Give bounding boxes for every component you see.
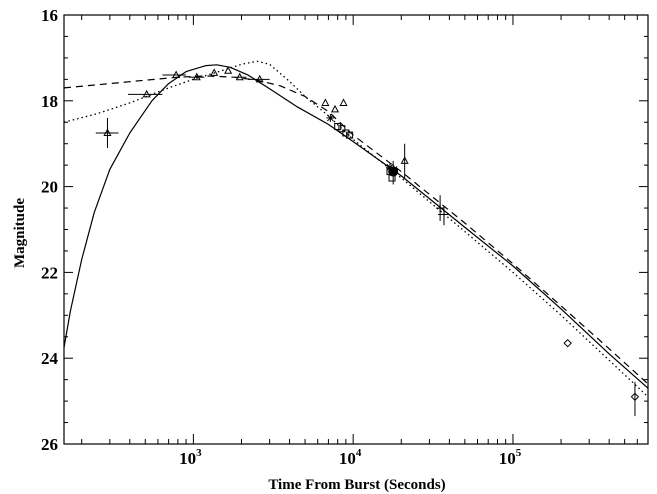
plus-marker <box>436 204 445 213</box>
square-marker <box>342 129 350 137</box>
triangle-marker <box>400 156 409 164</box>
plus-marker <box>439 210 448 219</box>
y-axis-title: Magnitude <box>12 198 28 268</box>
y-tick-label: 16 <box>41 6 58 25</box>
circle-marker <box>388 166 399 177</box>
asterisk-stroke <box>327 114 334 122</box>
x-tick-exponent: 4 <box>356 447 362 459</box>
y-tick-label: 20 <box>41 178 58 197</box>
square-marker <box>346 131 354 139</box>
triangle-marker <box>321 98 330 106</box>
triangle-marker <box>330 104 340 113</box>
triangle-marker <box>192 72 201 81</box>
error-bars <box>95 74 636 417</box>
x-tick-label: 103 <box>179 447 202 468</box>
triangle-marker <box>210 68 219 76</box>
triangle-marker <box>103 128 112 136</box>
x-tick-label: 104 <box>339 447 362 468</box>
x-tick-exponent: 5 <box>516 447 522 459</box>
model-curves <box>64 60 648 398</box>
triangle-marker <box>339 98 348 106</box>
asterisk-marker <box>326 113 335 122</box>
triangle-marker <box>142 89 151 98</box>
x-tick-label: 105 <box>499 447 522 468</box>
model-curve-solid <box>64 64 648 389</box>
diamond-marker <box>563 338 572 348</box>
axis-ticks <box>64 14 649 445</box>
x-axis-title: Time From Burst (Seconds) <box>268 477 445 493</box>
data-markers <box>103 66 640 402</box>
y-tick-label: 24 <box>41 349 59 368</box>
y-tick-label: 18 <box>41 92 58 111</box>
diamond-marker <box>630 392 640 402</box>
square-marker <box>338 125 346 133</box>
y-tick-label: 26 <box>41 435 58 454</box>
square-marker <box>334 123 342 131</box>
model-curve-dashed <box>64 75 648 385</box>
y-tick-label: 22 <box>41 263 58 282</box>
asterisk-stroke <box>386 163 394 171</box>
model-curve-dotted <box>64 60 648 398</box>
triangle-marker <box>224 66 233 74</box>
tick-labels: 16 18 20 22 24 26 103 104 105 <box>41 6 522 468</box>
triangle-marker <box>255 74 264 83</box>
triangle-marker <box>235 72 244 81</box>
x-tick-exponent: 3 <box>196 447 202 459</box>
triangle-marker <box>172 70 181 79</box>
